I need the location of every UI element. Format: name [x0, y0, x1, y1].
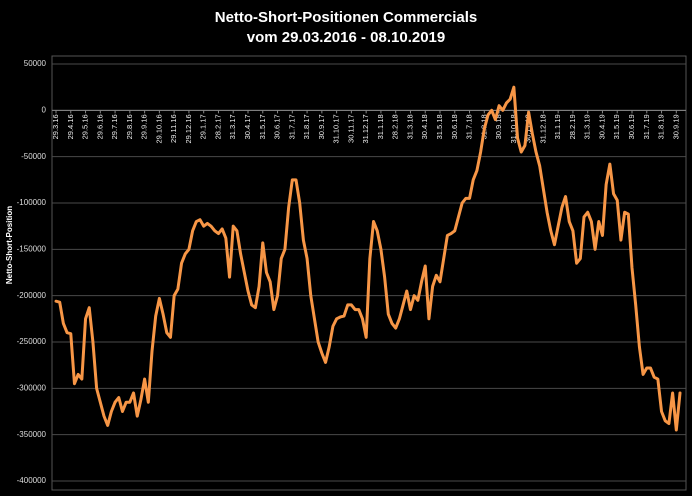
x-tick-label: 31.5.18: [435, 114, 444, 139]
x-tick-label: 31.7.19: [642, 114, 651, 139]
x-tick-label: 31.5.17: [258, 114, 267, 139]
x-tick-label: 29.9.16: [140, 114, 149, 139]
x-tick-label: 31.7.17: [287, 114, 296, 139]
x-tick-label: 28.2.17: [213, 114, 222, 139]
y-tick-label: -200000: [17, 291, 47, 300]
x-tick-label: 31.1.18: [376, 114, 385, 139]
x-tick-label: 31.12.18: [538, 114, 547, 143]
chart-subtitle: vom 29.03.2016 - 08.10.2019: [247, 29, 446, 46]
y-tick-label: -100000: [17, 198, 47, 207]
x-tick-label: 29.4.16: [66, 114, 75, 139]
x-tick-label: 30.6.18: [450, 114, 459, 139]
x-tick-label: 29.5.16: [81, 114, 90, 139]
x-tick-label: 31.3.17: [228, 114, 237, 139]
y-tick-label: -50000: [21, 152, 46, 161]
x-tick-label: 30.6.19: [627, 114, 636, 139]
x-tick-label: 29.6.16: [95, 114, 104, 139]
x-tick-label: 30.4.17: [243, 114, 252, 139]
x-tick-label: 28.2.18: [391, 114, 400, 139]
chart-title: Netto-Short-Positionen Commercials: [215, 9, 478, 26]
x-tick-label: 30.11.17: [346, 114, 355, 143]
x-tick-label: 28.2.19: [568, 114, 577, 139]
x-tick-label: 31.8.19: [657, 114, 666, 139]
x-tick-label: 29.3.16: [51, 114, 60, 139]
data-line: [54, 85, 682, 432]
x-tick-label: 31.1.19: [553, 114, 562, 139]
x-tick-label: 31.12.17: [361, 114, 370, 143]
x-tick-label: 29.1.17: [199, 114, 208, 139]
x-tick-label: 29.12.16: [184, 114, 193, 143]
x-tick-label: 30.4.18: [420, 114, 429, 139]
x-tick-label: 31.10.18: [509, 114, 518, 143]
y-tick-label: 50000: [24, 59, 47, 68]
x-tick-label: 30.4.19: [597, 114, 606, 139]
x-tick-label: 31.8.17: [302, 114, 311, 139]
x-tick-label: 29.8.16: [125, 114, 134, 139]
x-tick-label: 30.9.18: [494, 114, 503, 139]
x-tick-label: 31.3.18: [405, 114, 414, 139]
x-tick-label: 29.10.16: [154, 114, 163, 143]
x-tick-label: 31.7.18: [465, 114, 474, 139]
x-tick-label: 29.11.16: [169, 114, 178, 143]
x-tick-label: 31.3.19: [583, 114, 592, 139]
y-tick-label: -400000: [17, 476, 47, 485]
y-axis-title: Netto-Short-Position: [5, 206, 14, 284]
y-tick-label: -350000: [17, 430, 47, 439]
x-tick-label: 30.9.17: [317, 114, 326, 139]
plot-frame: [51, 55, 687, 491]
y-tick-label: 0: [42, 105, 47, 114]
x-tick-label: 30.9.19: [671, 114, 680, 139]
y-tick-label: -250000: [17, 337, 47, 346]
y-tick-label: -300000: [17, 383, 47, 392]
x-tick-label: 30.6.17: [273, 114, 282, 139]
x-tick-label: 29.7.16: [110, 114, 119, 139]
y-tick-label: -150000: [17, 244, 47, 253]
x-tick-label: 31.10.17: [332, 114, 341, 143]
x-tick-label: 31.5.19: [612, 114, 621, 139]
